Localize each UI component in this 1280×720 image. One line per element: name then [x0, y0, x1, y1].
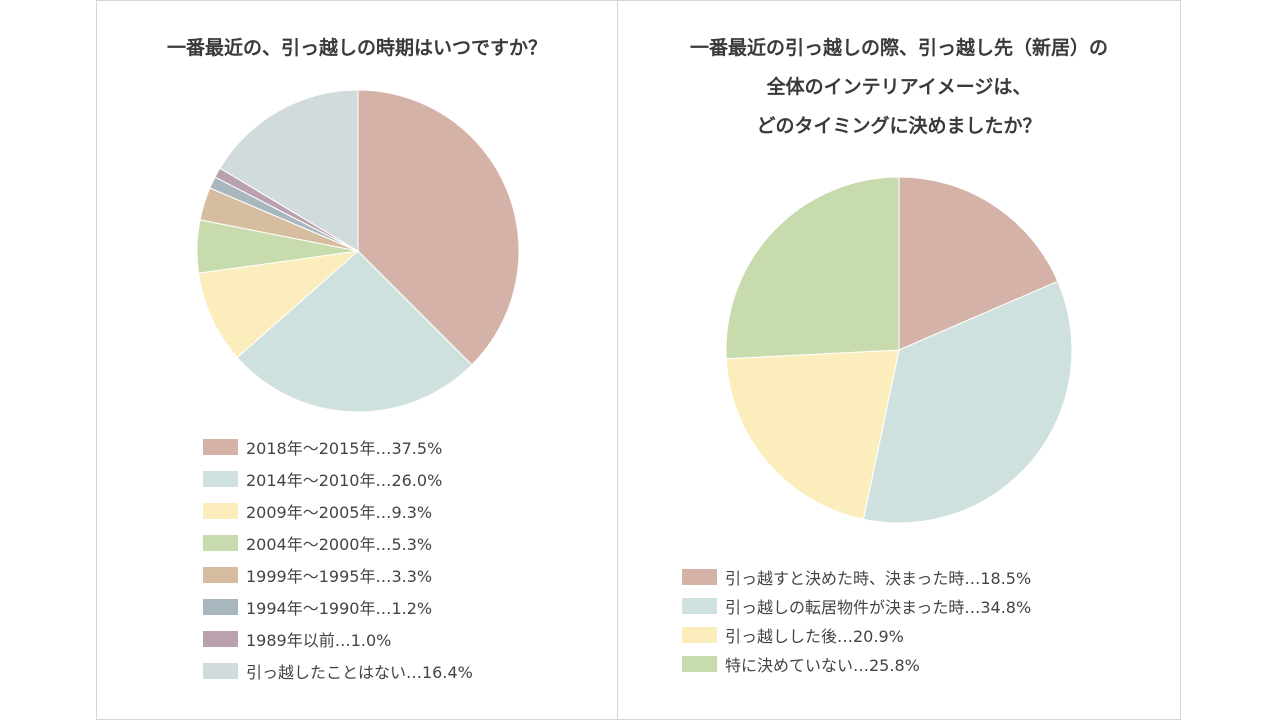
chart-title: 一番最近の引っ越しの際、引っ越し先（新居）の 全体のインテリアイメージは、 どの…: [618, 29, 1180, 146]
chart-panel-moving-period: 一番最近の、引っ越しの時期はいつですか？ 2018年～2015年…37.5% 2…: [96, 0, 618, 720]
legend-label: 2014年～2010年…26.0%: [246, 471, 443, 490]
legend-swatch: [203, 567, 238, 583]
legend-label: 2018年～2015年…37.5%: [246, 439, 443, 458]
chart-title: 一番最近の、引っ越しの時期はいつですか？: [97, 29, 617, 68]
pie-slice: [898, 176, 1059, 351]
legend-label: 引っ越したことはない…16.4%: [246, 663, 473, 682]
pie-slice: [197, 250, 360, 359]
pie-slice: [219, 89, 359, 252]
pie-slice: [236, 250, 473, 413]
chart-title-line: 一番最近の、引っ越しの時期はいつですか？: [166, 37, 547, 59]
legend-item: 2018年～2015年…37.5%: [203, 431, 473, 463]
legend-swatch: [203, 439, 238, 455]
legend-item: 1989年以前…1.0%: [203, 623, 473, 655]
legend-item: 2014年～2010年…26.0%: [203, 463, 473, 495]
legend-item: 引っ越しした後…20.9%: [682, 620, 1031, 649]
legend-swatch: [203, 535, 238, 551]
legend-swatch: [203, 663, 238, 679]
pie-chart-interior-timing: [725, 176, 1073, 524]
legend-label: 2004年～2000年…5.3%: [246, 535, 433, 554]
legend-item: 引っ越したことはない…16.4%: [203, 655, 473, 687]
legend-swatch: [682, 597, 717, 614]
legend-item: 2009年～2005年…9.3%: [203, 495, 473, 527]
legend-item: 2004年～2000年…5.3%: [203, 527, 473, 559]
legend-label: 1989年以前…1.0%: [246, 631, 392, 650]
legend-label: 1994年～1990年…1.2%: [246, 599, 433, 618]
chart-title-line: 一番最近の引っ越しの際、引っ越し先（新居）の: [689, 37, 1108, 59]
pie-chart-moving-period: [196, 89, 520, 413]
pie-slice: [357, 89, 520, 366]
legend-swatch: [682, 568, 717, 585]
legend: 引っ越すと決めた時、決まった時…18.5% 引っ越しの転居物件が決まった時…34…: [682, 562, 1031, 678]
legend: 2018年～2015年…37.5% 2014年～2010年…26.0% 2009…: [203, 431, 473, 687]
pie-slice: [725, 349, 900, 520]
legend-item: 1994年～1990年…1.2%: [203, 591, 473, 623]
legend-item: 1999年～1995年…3.3%: [203, 559, 473, 591]
legend-swatch: [203, 631, 238, 647]
legend-swatch: [682, 626, 717, 643]
legend-label: 特に決めていない…25.8%: [725, 655, 920, 675]
legend-swatch: [203, 471, 238, 487]
legend-label: 引っ越すと決めた時、決まった時…18.5%: [725, 568, 1032, 588]
legend-swatch: [203, 503, 238, 519]
chart-panel-interior-timing: 一番最近の引っ越しの際、引っ越し先（新居）の 全体のインテリアイメージは、 どの…: [617, 0, 1181, 720]
legend-label: 1999年～1995年…3.3%: [246, 567, 433, 586]
chart-title-line: 全体のインテリアイメージは、: [766, 76, 1032, 98]
pie-slice: [862, 280, 1073, 524]
legend-label: 引っ越しした後…20.9%: [725, 626, 904, 646]
pie-slice: [725, 176, 900, 360]
legend-item: 引っ越すと決めた時、決まった時…18.5%: [682, 562, 1031, 591]
legend-label: 2009年～2005年…9.3%: [246, 503, 433, 522]
legend-item: 引っ越しの転居物件が決まった時…34.8%: [682, 591, 1031, 620]
legend-item: 特に決めていない…25.8%: [682, 649, 1031, 678]
legend-swatch: [203, 599, 238, 615]
chart-title-line: どのタイミングに決めましたか？: [756, 115, 1042, 137]
legend-swatch: [682, 655, 717, 672]
legend-label: 引っ越しの転居物件が決まった時…34.8%: [725, 597, 1032, 617]
